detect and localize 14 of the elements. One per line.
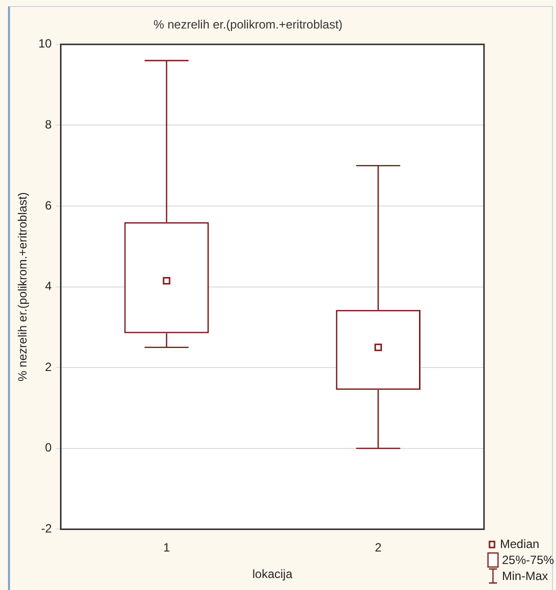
- text: 25%-75%: [502, 552, 554, 568]
- y-tick-label: 10: [38, 36, 52, 51]
- text: Min-Max: [502, 568, 548, 584]
- y-tick-label: 8: [45, 118, 52, 132]
- x-tick-label: 1: [163, 540, 170, 555]
- y-tick-label: 2: [45, 360, 52, 374]
- y-axis-title: % nezrelih er.(polikrom.+eritroblast): [16, 192, 30, 382]
- x-axis-title: lokacija: [252, 567, 293, 582]
- text: Median: [500, 536, 540, 552]
- y-tick-label: 6: [45, 198, 52, 212]
- y-tick-label: -2: [41, 522, 52, 536]
- chart-title: % nezrelih er.(polikrom.+eritroblast): [153, 18, 343, 32]
- y-tick-label: 0: [45, 440, 52, 455]
- y-tick-label: 4: [45, 279, 52, 294]
